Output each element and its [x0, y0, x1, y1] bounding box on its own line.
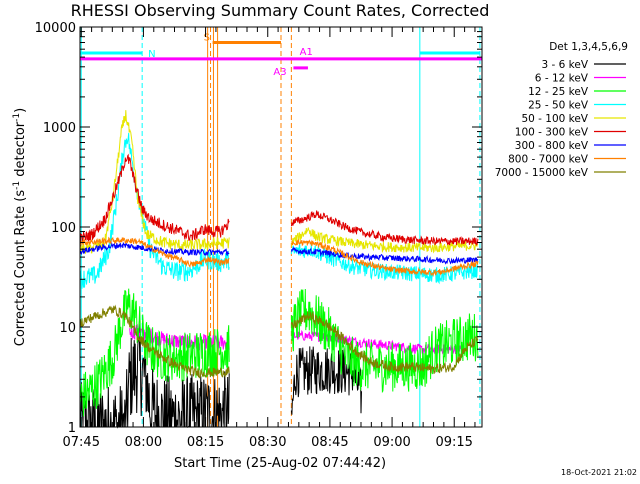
x-tick-label-2: 08:15	[187, 435, 224, 450]
series-6-segment-2	[290, 210, 479, 246]
legend-title: Det 1,3,4,5,6,9	[549, 41, 628, 53]
series-6-segment-1	[79, 153, 230, 247]
x-tick-label-6: 09:15	[435, 435, 472, 450]
y-axis-label-part: Corrected Count Rate (s	[13, 190, 28, 347]
x-tick-label-0: 07:45	[63, 435, 100, 450]
y-axis-label-part: detector	[13, 121, 28, 181]
y-tick-label-1: 10	[59, 321, 76, 336]
legend-label-7: 300 - 800 keV	[515, 140, 589, 152]
series-8-segment-2	[291, 238, 479, 277]
y-axis-label: Corrected Count Rate (s-1 detector-1)	[12, 108, 28, 346]
attenuator-a3-label: A3	[273, 67, 286, 78]
footer-timestamp: 18-Oct-2021 21:02	[561, 468, 637, 477]
x-axis-label: Start Time (25-Aug-02 07:44:42)	[174, 456, 386, 471]
legend-label-9: 7000 - 15000 keV	[495, 167, 589, 179]
x-tick-label-3: 08:30	[249, 435, 286, 450]
legend-label-3: 12 - 25 keV	[528, 86, 589, 98]
x-tick-label-1: 08:00	[125, 435, 162, 450]
y-tick-label-2: 100	[51, 221, 76, 236]
saa-label: S	[204, 32, 210, 43]
legend-label-2: 6 - 12 keV	[535, 73, 589, 85]
y-axis-label-superscript: -1	[12, 113, 22, 122]
series-7-segment-2	[290, 246, 479, 265]
series-5-segment-2	[290, 227, 479, 254]
y-tick-label-4: 10000	[35, 21, 76, 36]
legend-label-1: 3 - 6 keV	[541, 59, 588, 71]
y-axis-label-superscript: -1	[12, 181, 22, 190]
series-1-segment-1	[79, 323, 230, 429]
series-8-segment-1	[79, 236, 230, 268]
legend-label-4: 25 - 50 keV	[528, 100, 589, 112]
y-tick-label-3: 1000	[43, 121, 76, 136]
legend-label-5: 50 - 100 keV	[521, 113, 588, 125]
series-9-segment-1	[79, 304, 230, 379]
legend-label-8: 800 - 7000 keV	[508, 154, 589, 166]
series-4-segment-2	[290, 242, 479, 285]
y-tick-label-0: 1	[68, 421, 76, 436]
axes: 1 10 100 1000 10000 07:45 08:00 08:15 08:30 08:45…	[12, 21, 483, 450]
legend-label-6: 100 - 300 keV	[515, 127, 589, 139]
chart-title: RHESSI Observing Summary Count Rates, Co…	[71, 1, 490, 20]
plot-area: N S A1 A3	[79, 27, 482, 429]
y-axis-label-part: )	[13, 108, 28, 113]
x-tick-label-4: 08:45	[311, 435, 348, 450]
series-9-segment-2	[290, 311, 479, 374]
x-tick-label-5: 09:00	[373, 435, 410, 450]
series-4-segment-1	[79, 132, 230, 290]
night-label: N	[148, 49, 155, 60]
attenuator-a1-label: A1	[300, 47, 313, 58]
series-7-segment-1	[79, 241, 230, 257]
